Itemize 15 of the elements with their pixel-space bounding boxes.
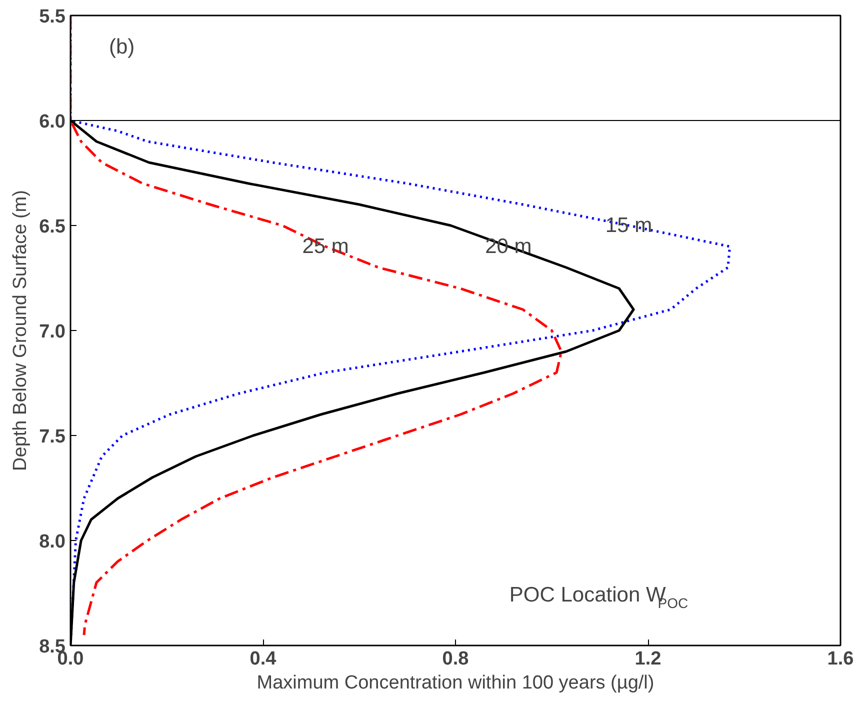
y-tick-label: 6.0	[39, 112, 66, 132]
x-tick-label: 1.2	[634, 648, 662, 670]
x-tick-label: 1.6	[827, 648, 854, 670]
y-tick-label: 5.5	[39, 6, 66, 28]
annotation: (b)	[109, 36, 135, 58]
x-axis-title: Maximum Concentration within 100 years (µg/l)	[256, 672, 654, 694]
y-tick-label: 7.5	[39, 426, 66, 448]
y-tick-label: 6.5	[39, 216, 66, 238]
x-tick-label: 0.8	[442, 648, 469, 670]
y-axis-title: Depth Below Ground Surface (m)	[10, 190, 32, 471]
y-tick-label: 7.0	[39, 322, 66, 342]
y-tick-label: 8.0	[39, 532, 66, 552]
x-tick-label: 0.4	[250, 648, 277, 670]
annotation: 15 m	[605, 214, 652, 237]
annotation: POC Location WPOC	[509, 584, 688, 612]
